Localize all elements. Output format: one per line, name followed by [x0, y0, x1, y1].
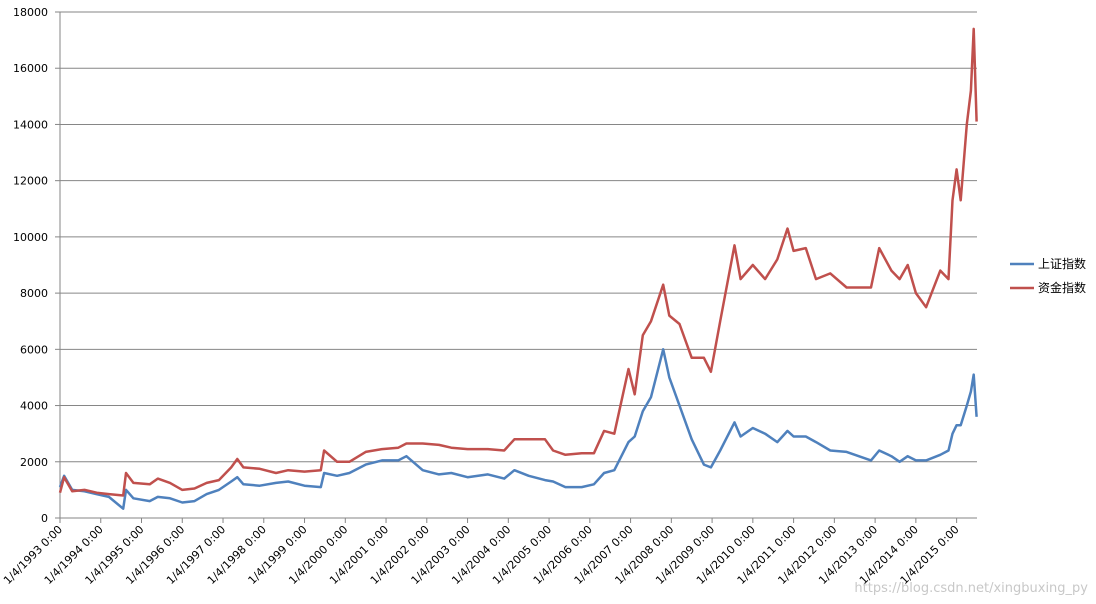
y-tick-label: 10000	[13, 231, 48, 244]
y-tick-label: 2000	[20, 456, 48, 469]
y-tick-label: 16000	[13, 62, 48, 75]
series-line	[58, 348, 978, 510]
watermark: https://blog.csdn.net/xingbuxing_py	[854, 581, 1088, 596]
y-tick-label: 18000	[13, 6, 48, 19]
series-line	[58, 27, 978, 497]
y-tick-label: 6000	[20, 343, 48, 356]
y-tick-label: 0	[41, 512, 48, 525]
y-tick-label: 14000	[13, 118, 48, 131]
y-tick-label: 12000	[13, 175, 48, 188]
y-tick-label: 8000	[20, 287, 48, 300]
legend-label: 上证指数	[1038, 256, 1086, 271]
legend-label: 资金指数	[1038, 280, 1086, 295]
y-tick-label: 4000	[20, 400, 48, 413]
